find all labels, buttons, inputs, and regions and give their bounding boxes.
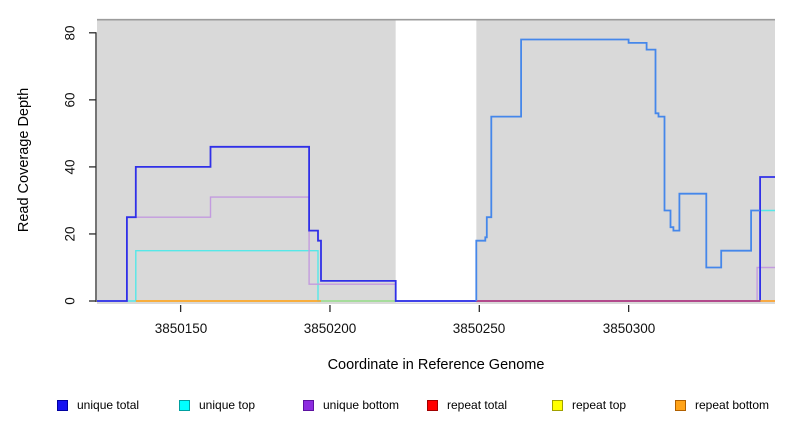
legend-item-unique-total: unique total [57,398,139,412]
y-tick-label-40: 40 [62,159,78,175]
legend-item-repeat-top: repeat top [552,398,626,412]
gap-band [395,19,477,303]
y-tick-label-60: 60 [62,92,78,108]
legend-label-repeat-bottom: repeat bottom [695,398,770,412]
x-axis-title: Coordinate in Reference Genome [327,357,545,373]
x-tick-label-3850250: 3850250 [452,321,506,336]
legend-swatch-repeat-total [427,399,438,411]
legend-item-unique-top: unique top [179,398,255,412]
x-tick-label-3850200: 3850200 [303,321,357,336]
legend-item-repeat-bottom: repeat bottom [675,398,769,412]
legend-swatch-unique-bottom [303,399,314,411]
series-line-unique-total [97,145,775,302]
legend-swatch-repeat-top [552,399,563,411]
x-tick-label-3850150: 3850150 [154,321,208,336]
legend-item-unique-bottom: unique bottom [303,398,399,412]
legend-label-repeat-total: repeat total [447,398,508,412]
legend-swatch-unique-top [179,399,190,411]
legend-item-repeat-total: repeat total [427,398,507,412]
y-axis-title: Read Coverage Depth [16,87,32,233]
y-tick-label-80: 80 [62,25,78,41]
legend-label-unique-total: unique total [77,398,140,412]
legend-swatch-unique-total [57,399,68,411]
series-line-total-coverage-right-region- [475,38,761,301]
y-tick-label-0: 0 [62,297,78,305]
legend-label-repeat-top: repeat top [572,398,627,412]
legend-swatch-repeat-bottom [675,399,686,411]
legend-label-unique-top: unique top [199,398,256,412]
y-tick-label-20: 20 [62,226,78,242]
x-tick-label-3850300: 3850300 [602,321,656,336]
legend-label-unique-bottom: unique bottom [323,398,400,412]
